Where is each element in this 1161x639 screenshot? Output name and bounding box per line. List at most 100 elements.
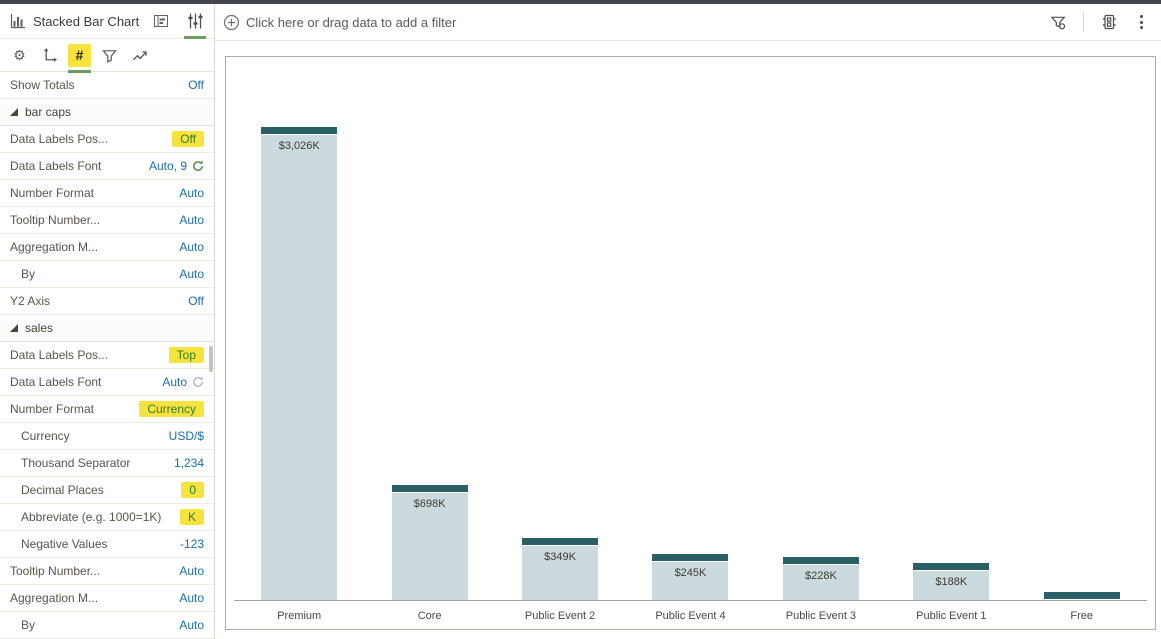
hash-icon: # [75, 47, 84, 63]
row-sales-negative-values[interactable]: Negative Values -123 [0, 531, 214, 558]
row-sales-by[interactable]: By Auto [0, 612, 214, 639]
row-label: Aggregation M... [10, 591, 99, 605]
bar-sales-segment[interactable]: $228K [782, 565, 859, 600]
bar-cap-segment[interactable] [1043, 592, 1120, 600]
row-value[interactable]: Off [188, 294, 204, 308]
row-value[interactable]: Off [188, 78, 204, 92]
row-bar-caps-data-labels-pos[interactable]: Data Labels Pos... Off [0, 126, 214, 153]
row-value[interactable]: Auto [179, 213, 204, 227]
filter-bar-label: Click here or drag data to add a filter [246, 14, 457, 30]
row-value[interactable]: Auto [179, 267, 204, 281]
bar-premium[interactable]: $3,026K [261, 127, 338, 600]
row-label: By [21, 267, 36, 281]
bar-public-event-2[interactable]: $349K [522, 538, 599, 600]
tab-filters[interactable] [98, 44, 121, 67]
row-bar-caps-tooltip-number[interactable]: Tooltip Number... Auto [0, 207, 214, 234]
x-axis-label: Public Event 4 [655, 609, 726, 622]
row-value[interactable]: -123 [179, 537, 204, 551]
panel-rows: Show Totals Off bar caps Data Labels Pos...… [0, 72, 214, 639]
row-value[interactable]: Off [172, 131, 204, 147]
bar-public-event-3[interactable]: $228K [782, 557, 859, 600]
gear-icon: ⚙ [13, 46, 26, 63]
row-bar-caps-by[interactable]: By Auto [0, 261, 214, 288]
row-label: By [21, 618, 36, 632]
refresh-icon[interactable] [192, 376, 204, 388]
tab-values[interactable]: # [68, 43, 91, 73]
toolbar-divider [1083, 12, 1084, 32]
row-sales-decimal-places[interactable]: Decimal Places 0 [0, 477, 214, 504]
x-axis-line [234, 600, 1147, 601]
bar-core[interactable]: $698K [391, 485, 468, 600]
bar-cap-segment[interactable] [261, 127, 338, 135]
row-bar-caps-y2-axis[interactable]: Y2 Axis Off [0, 288, 214, 315]
x-axis-label: Public Event 2 [524, 609, 596, 622]
row-value[interactable]: Auto [179, 240, 204, 254]
row-label: Aggregation M... [10, 240, 99, 254]
filter-limit-icon[interactable] [1048, 12, 1068, 32]
row-value[interactable]: 0 [181, 482, 204, 498]
tab-analytics[interactable] [128, 44, 151, 67]
section-header-bar-caps[interactable]: bar caps [0, 99, 214, 126]
bar-cap-segment[interactable] [522, 538, 599, 546]
row-label: Number Format [10, 186, 95, 200]
row-value[interactable]: K [179, 509, 204, 525]
chart-canvas[interactable]: $3,026K $698K $349K $245K $228K $188K Premium… [225, 56, 1156, 630]
section-header-sales[interactable]: sales [0, 315, 214, 342]
row-sales-tooltip-number[interactable]: Tooltip Number... Auto [0, 558, 214, 585]
bar-cap-segment[interactable] [391, 485, 468, 493]
row-sales-thousand-separator[interactable]: Thousand Separator 1,234 [0, 450, 214, 477]
row-value[interactable]: Auto [179, 618, 204, 632]
refresh-icon[interactable] [192, 160, 204, 172]
row-label: Negative Values [21, 537, 108, 551]
trend-icon [132, 48, 148, 63]
row-sales-data-labels-pos[interactable]: Data Labels Pos... Top [0, 342, 214, 369]
data-properties-icon[interactable] [1099, 12, 1119, 32]
axes-icon [42, 47, 57, 63]
bar-sales-segment[interactable]: $245K [652, 562, 729, 600]
bar-slot: $349K [495, 538, 625, 600]
row-label: Data Labels Font [10, 159, 102, 173]
row-bar-caps-data-labels-font[interactable]: Data Labels Font Auto, 9 [0, 153, 214, 180]
bar-cap-segment[interactable] [782, 557, 859, 565]
row-value[interactable]: Top [168, 347, 204, 363]
grammar-panel-icon[interactable] [152, 12, 170, 30]
row-label: Data Labels Pos... [10, 348, 109, 362]
row-sales-aggregation-m[interactable]: Aggregation M... Auto [0, 585, 214, 612]
row-value[interactable]: 1,234 [173, 456, 204, 470]
bar-public-event-1[interactable]: $188K [913, 563, 990, 600]
add-filter-icon [223, 14, 240, 31]
properties-icon[interactable] [184, 12, 206, 39]
bar-free[interactable] [1043, 592, 1120, 600]
row-value[interactable]: Auto [179, 591, 204, 605]
bar-sales-segment[interactable]: $188K [913, 571, 990, 600]
row-bar-caps-number-format[interactable]: Number Format Auto [0, 180, 214, 207]
scrollbar-thumb[interactable] [209, 346, 213, 372]
row-bar-caps-aggregation-m[interactable]: Aggregation M... Auto [0, 234, 214, 261]
row-sales-data-labels-font[interactable]: Data Labels Font Auto [0, 369, 214, 396]
row-value[interactable]: Auto [162, 375, 187, 389]
x-axis-label: Premium [277, 609, 322, 622]
filter-bar[interactable]: Click here or drag data to add a filter [215, 4, 1161, 41]
row-sales-currency[interactable]: Currency USD/$ [0, 423, 214, 450]
row-value[interactable]: Currency [139, 401, 204, 417]
tab-general[interactable]: ⚙ [8, 44, 31, 67]
row-sales-abbreviate-e-g-1000-1k[interactable]: Abbreviate (e.g. 1000=1K) K [0, 504, 214, 531]
x-axis-label: Free [1070, 609, 1094, 622]
bar-sales-segment[interactable]: $349K [522, 546, 599, 600]
row-sales-number-format[interactable]: Number Format Currency [0, 396, 214, 423]
row-show-totals[interactable]: Show Totals Off [0, 72, 214, 99]
bar-public-event-4[interactable]: $245K [652, 554, 729, 600]
bar-slot: $245K [625, 554, 755, 600]
row-value[interactable]: Auto [179, 186, 204, 200]
bar-cap-segment[interactable] [913, 563, 990, 571]
row-value[interactable]: Auto, 9 [148, 159, 187, 173]
bar-sales-segment[interactable]: $3,026K [261, 135, 338, 600]
row-value[interactable]: USD/$ [168, 429, 204, 443]
row-value[interactable]: Auto [179, 564, 204, 578]
section-label: bar caps [25, 105, 72, 119]
bar-cap-segment[interactable] [652, 554, 729, 562]
bar-slot: $188K [886, 563, 1016, 600]
menu-kebab-icon[interactable] [1134, 13, 1149, 31]
bar-sales-segment[interactable]: $698K [391, 493, 468, 600]
tab-axes[interactable] [38, 44, 61, 67]
